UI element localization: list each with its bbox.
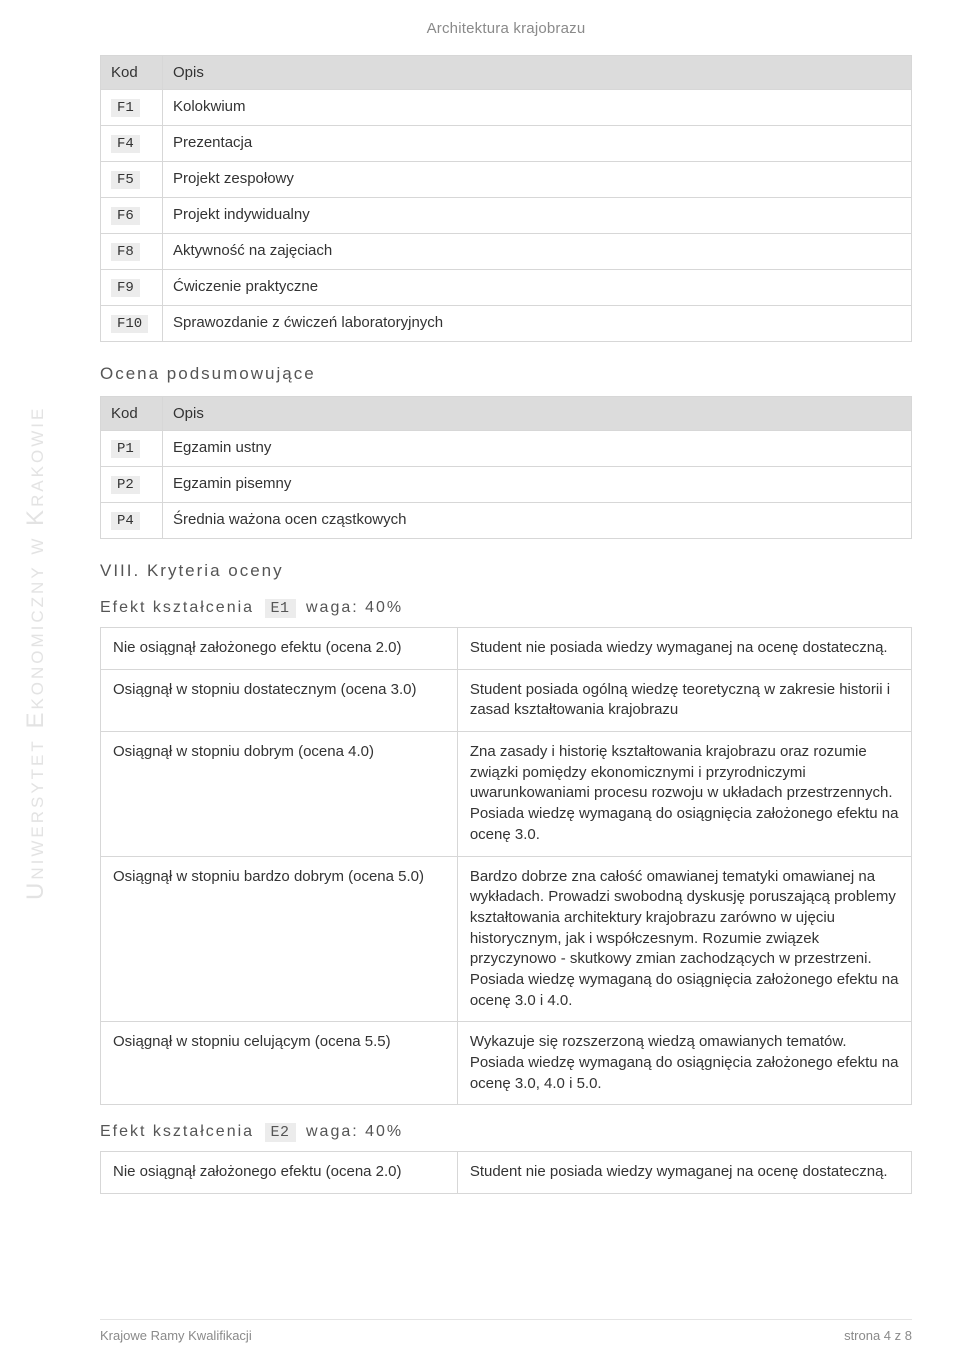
criteria-table-e2: Nie osiągnął założonego efektu (ocena 2.… bbox=[100, 1151, 912, 1194]
table-row: P1 Egzamin ustny bbox=[101, 431, 912, 467]
footer-left: Krajowe Ramy Kwalifikacji bbox=[100, 1328, 252, 1343]
criteria-table-e1: Nie osiągnął założonego efektu (ocena 2.… bbox=[100, 627, 912, 1105]
table-row: Osiągnął w stopniu dobrym (ocena 4.0)Zna… bbox=[101, 732, 912, 856]
table-row: F6 Projekt indywidualny bbox=[101, 198, 912, 234]
section-criteria-title: VIII. Kryteria oceny bbox=[100, 561, 912, 581]
forms-desc: Ćwiczenie praktyczne bbox=[163, 270, 912, 306]
effect-code-chip: E2 bbox=[265, 1123, 296, 1142]
code-chip: P1 bbox=[111, 440, 140, 458]
table-row: Osiągnął w stopniu dostatecznym (ocena 3… bbox=[101, 669, 912, 731]
criteria-left: Osiągnął w stopniu bardzo dobrym (ocena … bbox=[101, 856, 458, 1022]
code-chip: P2 bbox=[111, 476, 140, 494]
code-chip: P4 bbox=[111, 512, 140, 530]
forms-desc: Kolokwium bbox=[163, 90, 912, 126]
forms-table: Kod Opis F1 Kolokwium F4 Prezentacja F5 Pro… bbox=[100, 55, 912, 342]
code-chip: F5 bbox=[111, 171, 140, 189]
table-row: Nie osiągnął założonego efektu (ocena 2.… bbox=[101, 1152, 912, 1194]
summary-desc: Egzamin pisemny bbox=[163, 467, 912, 503]
watermark: Uniwersytet Ekonomiczny w Krakowie bbox=[22, 406, 50, 900]
summary-table: Kod Opis P1 Egzamin ustny P2 Egzamin pisem… bbox=[100, 396, 912, 539]
table-row: F5 Projekt zespołowy bbox=[101, 162, 912, 198]
code-chip: F4 bbox=[111, 135, 140, 153]
criteria-right: Student nie posiada wiedzy wymaganej na … bbox=[457, 1152, 911, 1194]
summary-desc: Średnia ważona ocen cząstkowych bbox=[163, 503, 912, 539]
code-chip: F9 bbox=[111, 279, 140, 297]
table-row: Osiągnął w stopniu celującym (ocena 5.5)… bbox=[101, 1022, 912, 1105]
table-row: P4 Średnia ważona ocen cząstkowych bbox=[101, 503, 912, 539]
criteria-right: Zna zasady i historię kształtowania kraj… bbox=[457, 732, 911, 856]
criteria-right: Bardzo dobrze zna całość omawianej temat… bbox=[457, 856, 911, 1022]
table-row: F8 Aktywność na zajęciach bbox=[101, 234, 912, 270]
footer-right: strona 4 z 8 bbox=[844, 1328, 912, 1343]
table-row: Nie osiągnął założonego efektu (ocena 2.… bbox=[101, 628, 912, 670]
criteria-left: Osiągnął w stopniu celującym (ocena 5.5) bbox=[101, 1022, 458, 1105]
code-chip: F8 bbox=[111, 243, 140, 261]
table-row: F10 Sprawozdanie z ćwiczeń laboratoryjnyc… bbox=[101, 306, 912, 342]
page-footer: Krajowe Ramy Kwalifikacji strona 4 z 8 bbox=[100, 1319, 912, 1343]
forms-th-code: Kod bbox=[101, 56, 163, 90]
page-header-course: Architektura krajobrazu bbox=[100, 20, 912, 37]
table-row: P2 Egzamin pisemny bbox=[101, 467, 912, 503]
effect-prefix: Efekt kształcenia bbox=[100, 1123, 254, 1140]
forms-desc: Projekt zespołowy bbox=[163, 162, 912, 198]
forms-desc: Sprawozdanie z ćwiczeń laboratoryjnych bbox=[163, 306, 912, 342]
summary-title: Ocena podsumowujące bbox=[100, 364, 912, 384]
criteria-right: Student nie posiada wiedzy wymaganej na … bbox=[457, 628, 911, 670]
forms-desc: Prezentacja bbox=[163, 126, 912, 162]
criteria-left: Nie osiągnął założonego efektu (ocena 2.… bbox=[101, 1152, 458, 1194]
summary-th-desc: Opis bbox=[163, 397, 912, 431]
effect-heading: Efekt kształcenia E2 waga: 40% bbox=[100, 1123, 912, 1141]
forms-desc: Aktywność na zajęciach bbox=[163, 234, 912, 270]
code-chip: F1 bbox=[111, 99, 140, 117]
criteria-left: Osiągnął w stopniu dobrym (ocena 4.0) bbox=[101, 732, 458, 856]
table-row: Osiągnął w stopniu bardzo dobrym (ocena … bbox=[101, 856, 912, 1022]
table-row: F1 Kolokwium bbox=[101, 90, 912, 126]
effect-weight: waga: 40% bbox=[306, 599, 403, 616]
page: Uniwersytet Ekonomiczny w Krakowie Archi… bbox=[0, 0, 960, 1367]
effect-weight: waga: 40% bbox=[306, 1123, 403, 1140]
table-row: F4 Prezentacja bbox=[101, 126, 912, 162]
code-chip: F6 bbox=[111, 207, 140, 225]
code-chip: F10 bbox=[111, 315, 148, 333]
summary-desc: Egzamin ustny bbox=[163, 431, 912, 467]
forms-th-desc: Opis bbox=[163, 56, 912, 90]
effect-code-chip: E1 bbox=[265, 599, 296, 618]
criteria-left: Nie osiągnął założonego efektu (ocena 2.… bbox=[101, 628, 458, 670]
effect-prefix: Efekt kształcenia bbox=[100, 599, 254, 616]
criteria-right: Wykazuje się rozszerzoną wiedzą omawiany… bbox=[457, 1022, 911, 1105]
criteria-left: Osiągnął w stopniu dostatecznym (ocena 3… bbox=[101, 669, 458, 731]
table-row: F9 Ćwiczenie praktyczne bbox=[101, 270, 912, 306]
forms-desc: Projekt indywidualny bbox=[163, 198, 912, 234]
summary-th-code: Kod bbox=[101, 397, 163, 431]
effect-heading: Efekt kształcenia E1 waga: 40% bbox=[100, 599, 912, 617]
criteria-right: Student posiada ogólną wiedzę teoretyczn… bbox=[457, 669, 911, 731]
